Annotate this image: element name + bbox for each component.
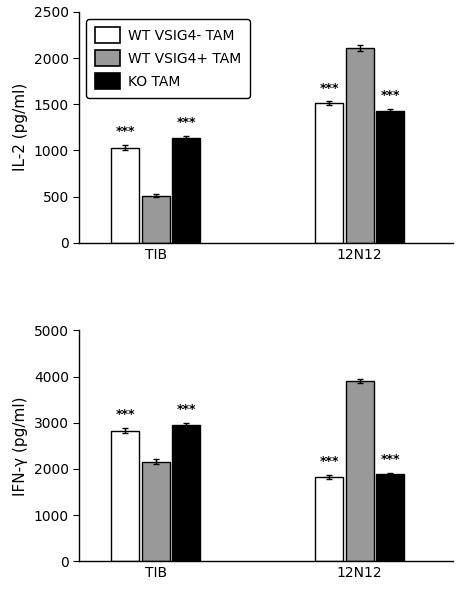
Text: ***: ***	[115, 125, 135, 139]
Legend: WT VSIG4- TAM, WT VSIG4+ TAM, KO TAM: WT VSIG4- TAM, WT VSIG4+ TAM, KO TAM	[86, 19, 249, 97]
Text: ***: ***	[381, 453, 400, 466]
Bar	[315, 477, 343, 561]
Bar	[111, 147, 139, 243]
Text: ***: ***	[177, 404, 196, 417]
Bar	[111, 430, 139, 561]
Text: ***: ***	[319, 82, 339, 94]
Bar	[376, 475, 404, 561]
Bar	[142, 196, 170, 243]
Bar	[142, 462, 170, 561]
Bar	[376, 110, 404, 243]
Bar	[172, 426, 200, 561]
Y-axis label: IL-2 (pg/ml): IL-2 (pg/ml)	[13, 83, 28, 171]
Bar	[346, 381, 374, 561]
Text: ***: ***	[177, 116, 196, 130]
Bar	[315, 103, 343, 243]
Text: ***: ***	[115, 408, 135, 421]
Text: ***: ***	[381, 89, 400, 101]
Y-axis label: IFN-γ (pg/ml): IFN-γ (pg/ml)	[13, 396, 28, 496]
Bar	[346, 48, 374, 243]
Bar	[172, 139, 200, 243]
Text: ***: ***	[319, 455, 339, 468]
